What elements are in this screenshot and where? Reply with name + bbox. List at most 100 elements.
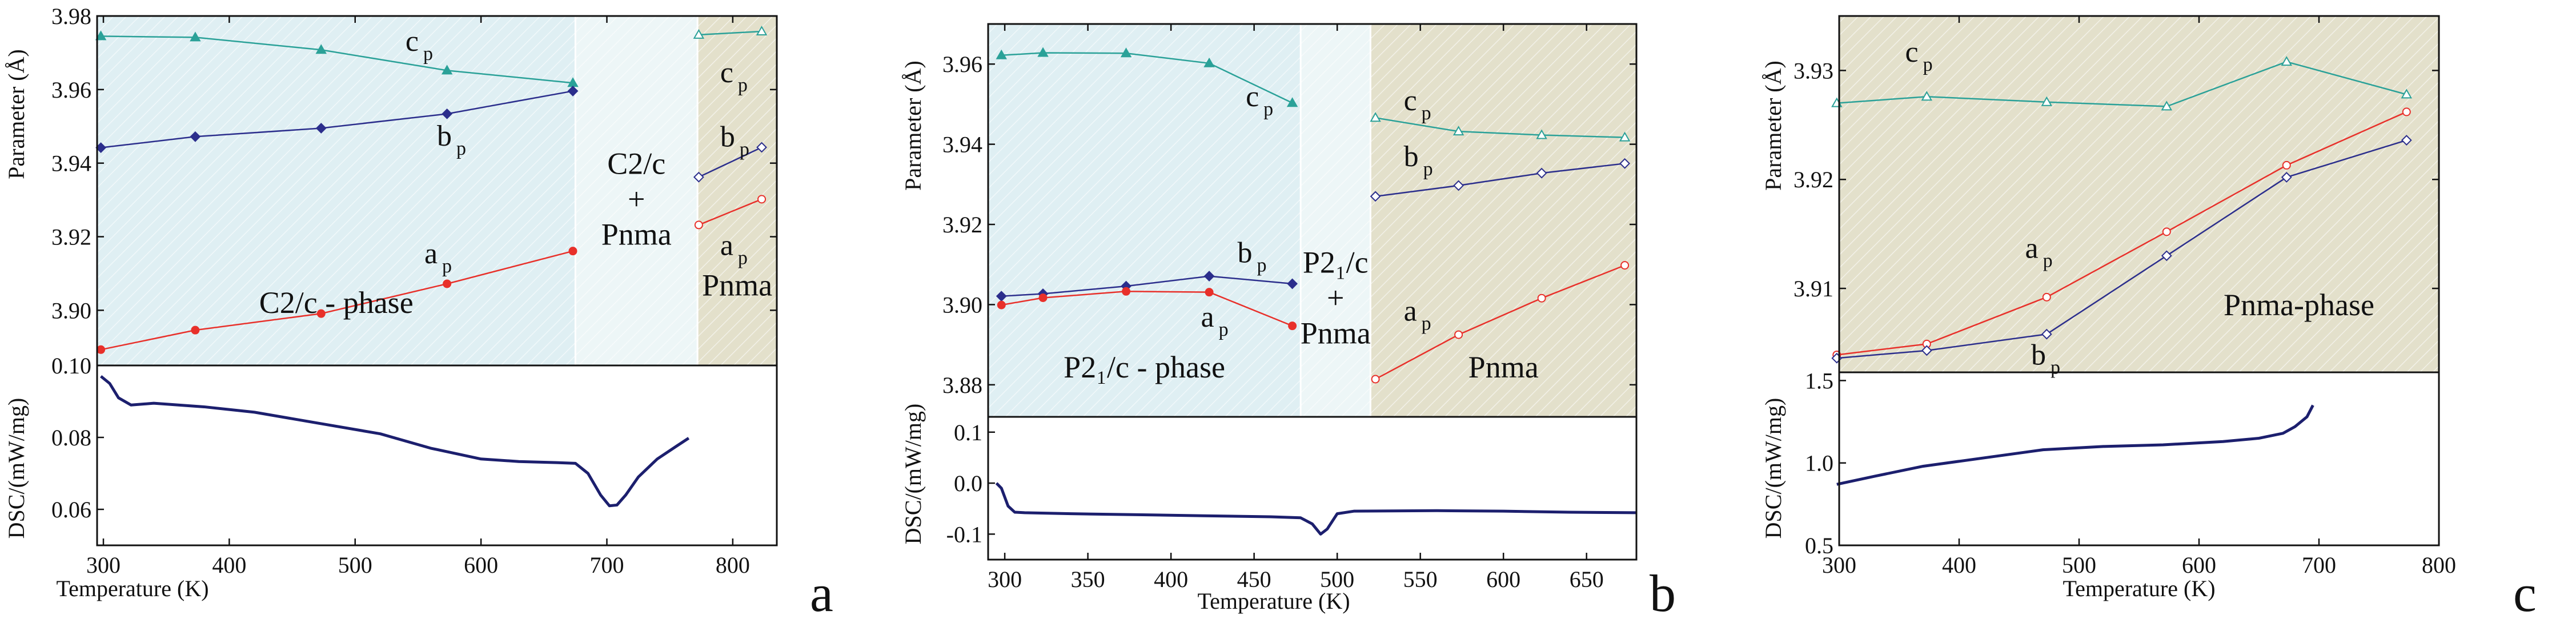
panel-b-xtick-label-5: 550 [1403, 566, 1438, 592]
panel-a-series-c-point-0-1 [190, 31, 201, 42]
panel-a-series-a-point-4-4 [568, 247, 577, 256]
panel-a-xtick-label-5: 800 [716, 552, 750, 578]
panel-c-series-c-point-0-2 [2041, 96, 2053, 106]
panel-c-ytick-top-label-2: 3.93 [1793, 58, 1833, 83]
panel-b-ytick-top-label-4: 3.96 [942, 51, 982, 77]
panel-a-x-axis-label: Temperature (K) [56, 576, 208, 601]
panel-b-series-c-point-0-3 [1203, 57, 1215, 67]
panel-c-xtick-label-1: 400 [1942, 552, 1976, 578]
panel-c-series-b-point-2-2 [2041, 328, 2052, 340]
panel-c-y-ticks-top: 3.91 3.92 3.93 [1793, 58, 2439, 302]
panel-c-ytick-bottom-label-1: 1.0 [1805, 451, 1833, 476]
panel-b-region-hatch-1 [1301, 24, 1371, 417]
panel-b-hatching [988, 24, 1636, 417]
panel-c-series-a-point-1-4 [2282, 160, 2291, 170]
panel-a-series-b-point-2-2 [315, 123, 327, 134]
panel-a-series-c-point-1-0 [693, 29, 705, 39]
panel-a-series-c-point-1-1 [756, 26, 768, 36]
panel-a-y-axis-label-bottom: DSC/(mW/mg) [3, 398, 29, 539]
panel-a-series-b-point-2-4 [567, 86, 579, 97]
panel-b-series-c-point-1-2 [1536, 129, 1547, 139]
panel-a-ytick-bottom-label-2: 0.10 [51, 353, 91, 379]
panel-a-xtick-label-4: 700 [590, 552, 624, 578]
panel-b-y-axis-label-top: Parameter (Å) [900, 61, 926, 191]
panel-a-ytick-top-label-3: 3.96 [51, 77, 91, 103]
panel-b-region-label-2: Pnma [1468, 350, 1539, 384]
panel-b-y-ticks-top: 3.88 3.90 3.92 3.94 3.96 [942, 51, 1636, 398]
panel-c-y-axis-label-top: Parameter (Å) [1760, 61, 1786, 191]
panel-c-dsc-line [1836, 404, 2314, 486]
panel-b-series-b-point-2-3 [1203, 271, 1215, 282]
panel-b-xtick-label-2: 400 [1154, 566, 1188, 592]
panel-a-series-a-point-4-3 [443, 279, 452, 288]
panel-a-region-label-2: Pnma [702, 268, 772, 303]
panel-c-ytick-bottom-label-0: 0.5 [1805, 533, 1833, 558]
panel-a-series-labels: c p b p a p b p a p c p [406, 25, 749, 277]
panel-b-series-b-point-3-3 [1619, 158, 1631, 169]
panel-a-region-hatch-1 [575, 16, 698, 365]
panel-b-series-a-point-4-3 [1205, 288, 1214, 297]
panel-a-ytick-top-label-2: 3.94 [51, 151, 91, 176]
panel-c-series-b-point-2-4 [2281, 172, 2292, 183]
panel-b-x-axis-label: Temperature (K) [1197, 588, 1350, 614]
panel-a-xtick-label-2: 500 [338, 552, 372, 578]
panel-b-series-b-line-3 [1375, 163, 1625, 198]
panel-b-series-c-point-0-2 [1120, 47, 1132, 58]
panel-b-ytick-bottom-label-0: -0.1 [946, 521, 982, 547]
panel-b-series-a-point-4-4 [1288, 321, 1297, 331]
panel-b-series-labels: c pb pa pc pb pa p [1201, 81, 1433, 340]
panel-b-series-c-point-1-3 [1619, 131, 1631, 142]
panel-b-series-c-point-0-4 [1286, 97, 1298, 107]
panel-c-parameter-lines [1836, 61, 2407, 359]
panel-b-ytick-top-label-1: 3.90 [942, 292, 982, 317]
panel-c-series-b-point-2-3 [2161, 250, 2172, 262]
panel-b-ytick-bottom-label-1: 0.0 [954, 471, 982, 496]
panel-a-dsc-curve [100, 375, 690, 508]
panel-c-xtick-label-2: 500 [2062, 552, 2096, 578]
panel-b-chart: 300 350 400 450 500 550 600 650 3.88 3.90 3.92 3.9… [900, 23, 1676, 619]
panel-b-bottom-frame [987, 416, 1638, 561]
panel-a-series-c-line-1 [699, 30, 762, 36]
panel-b-xtick-label-1: 350 [1071, 566, 1105, 592]
panel-c-series-b-line-2 [1836, 139, 2407, 359]
panel-b-series-b-point-3-0 [1370, 191, 1381, 202]
panel-a-dsc-line [100, 375, 690, 508]
panel-a-series-c-point-0-0 [95, 30, 107, 41]
panel-a-ytick-bottom-label-1: 0.08 [51, 425, 91, 451]
panel-c-y-axis-label-bottom: DSC/(mW/mg) [1760, 398, 1786, 539]
panel-b-ytick-bottom-label-2: 0.1 [954, 420, 982, 445]
panel-c-series-b-point-2-1 [1921, 345, 1932, 356]
panel-c-ytick-bottom-label-2: 1.5 [1805, 368, 1833, 393]
panel-b-series-b-point-2-4 [1287, 278, 1298, 290]
panel-a-series-a-line-5 [698, 198, 763, 226]
panel-c-series-c-point-0-3 [2161, 101, 2173, 111]
panel-a-x-ticks: 300 400 500 600 700 800 [86, 16, 750, 578]
panel-a-xtick-label-0: 300 [86, 552, 121, 578]
panel-c-series-c-point-0-5 [2401, 89, 2413, 99]
panel-c-ytick-top-label-0: 3.91 [1793, 276, 1833, 302]
panel-b-series-b-point-3-1 [1453, 180, 1464, 191]
panel-a-series-a-point-5-1 [757, 195, 767, 204]
panel-b-series-a-point-5-2 [1537, 294, 1546, 303]
panel-a-series-c-point-0-3 [441, 65, 453, 75]
panel-a-ytick-top-label-4: 3.98 [51, 3, 91, 29]
panel-a-ytick-top-label-0: 3.90 [51, 298, 91, 323]
panel-c-series-a-line-1 [1836, 111, 2407, 356]
panel-c-series-c-point-0-4 [2281, 56, 2293, 66]
panel-b-series-c-point-1-0 [1370, 112, 1381, 122]
panel-b-series-a-point-5-1 [1454, 330, 1463, 339]
panel-a-y-ticks-bottom: 0.06 0.08 0.10 [51, 353, 104, 522]
panel-c-series-labels: c p a p b p [1905, 36, 2061, 378]
panel-b-parameter-markers [996, 47, 1631, 384]
panel-b-y-ticks-bottom: -0.1 0.0 0.1 [946, 420, 995, 547]
panel-b-series-a-point-4-2 [1122, 287, 1131, 296]
